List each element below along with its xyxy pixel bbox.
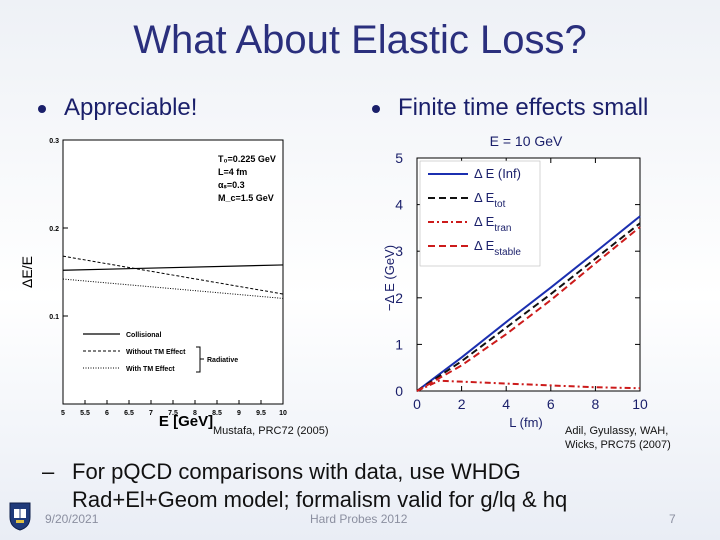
right-y-tick-label: 5 [395, 150, 403, 166]
left-series-without-tm [62, 255, 284, 295]
sub-bullet-line-2: Rad+El+Geom model; formalism valid for g… [72, 487, 568, 512]
left-y-tick-label: 0.1 [49, 314, 59, 321]
right-y-axis-label: −Δ E (GeV) [382, 245, 397, 311]
right-y-tick-label: 3 [395, 243, 403, 259]
left-param-2: αₛ=0.3 [218, 180, 245, 190]
right-series-tran [416, 379, 641, 392]
right-chart: E = 10 GeV 0 1 2 3 4 5 0 2 4 6 8 10 −Δ E (GeV) L (… [382, 133, 648, 430]
left-x-tick-label: 5.5 [80, 410, 90, 417]
sub-bullet: – For pQCD comparisons with data, use WHD… [42, 458, 682, 514]
left-x-tick-label: 7 [149, 410, 153, 417]
left-x-tick-label: 9.5 [256, 410, 266, 417]
left-series-collisional [62, 264, 284, 271]
left-series-with-tm [62, 278, 284, 299]
sub-bullet-line-1: For pQCD comparisons with data, use WHDG [72, 459, 521, 484]
footer-page-number: 7 [669, 512, 676, 526]
right-y-tick-label: 4 [395, 197, 403, 213]
left-param-1: L=4 fm [218, 167, 247, 177]
bullet-finite-time: Finite time effects small [372, 94, 648, 122]
legend-radiative: Radiative [207, 357, 238, 364]
left-x-tick-label: 9 [237, 410, 241, 417]
right-y-tick-label: 0 [395, 383, 403, 399]
left-x-tick-label: 8 [193, 410, 197, 417]
right-x-tick-label: 10 [632, 396, 648, 412]
right-series-inf [416, 215, 641, 392]
right-chart-title: E = 10 GeV [490, 133, 563, 149]
right-y-tick-label: 1 [395, 336, 403, 352]
bullet-right-text: Finite time effects small [398, 94, 649, 121]
citation-adil-line1: Adil, Gyulassy, WAH, [565, 425, 669, 437]
right-series-stable [416, 226, 641, 392]
left-param-3: M_c=1.5 GeV [218, 193, 274, 203]
right-legend: Δ E (Inf) Δ Etot Δ Etran Δ Estable [419, 160, 541, 267]
right-x-tick-label: 0 [413, 396, 421, 412]
right-y-tick-label: 2 [395, 290, 403, 306]
left-param-0: T₀=0.225 GeV [218, 154, 276, 164]
right-x-tick-label: 8 [592, 396, 600, 412]
sub-bullet-dash: – [42, 459, 55, 484]
right-x-tick-label: 4 [502, 396, 510, 412]
bullet-dot-icon [372, 104, 380, 113]
right-x-tick-label: 6 [547, 396, 555, 412]
legend-with-tm: With TM Effect [126, 366, 175, 373]
left-x-tick-label: 7.5 [168, 410, 178, 417]
left-x-axis-label: E [GeV] [159, 413, 213, 430]
bullet-dot-icon [38, 104, 46, 113]
footer-title: Hard Probes 2012 [310, 512, 408, 526]
left-x-tick-label: 6.5 [124, 410, 134, 417]
left-x-tick-label: 8.5 [212, 410, 222, 417]
left-x-tick-label: 6 [105, 410, 109, 417]
legend-collisional: Collisional [126, 332, 161, 339]
left-plot-frame [62, 139, 284, 405]
left-y-tick-label: 0.3 [49, 138, 59, 145]
citation-mustafa: Mustafa, PRC72 (2005) [213, 425, 329, 437]
legend-without-tm: Without TM Effect [126, 349, 186, 356]
radiative-brace [196, 346, 204, 373]
footer-date: 9/20/2021 [45, 512, 99, 526]
bullet-left-text: Appreciable! [64, 94, 198, 121]
legend-inf: Δ E (Inf) [474, 166, 521, 181]
left-x-tick-label: 10 [279, 410, 287, 417]
left-chart: 0.1 0.2 0.3 5 5.5 6 6.5 7 7.5 8 8.5 9 9.5 10 ΔE/E E … [19, 138, 287, 430]
right-x-tick-label: 2 [458, 396, 466, 412]
right-legend-box [419, 160, 541, 267]
left-legend: Collisional Without TM Effect With TM Ef… [83, 332, 238, 373]
slide-title: What About Elastic Loss? [133, 18, 587, 62]
right-x-axis-label: L (fm) [509, 415, 542, 430]
left-x-tick-label: 5 [61, 410, 65, 417]
right-series-tot [416, 222, 641, 392]
citation-adil-line2: Wicks, PRC75 (2007) [565, 439, 671, 451]
bullet-appreciable: Appreciable! [38, 94, 197, 122]
university-crest-icon [9, 502, 31, 531]
left-y-axis-label: ΔE/E [19, 256, 35, 288]
left-y-tick-label: 0.2 [49, 226, 59, 233]
